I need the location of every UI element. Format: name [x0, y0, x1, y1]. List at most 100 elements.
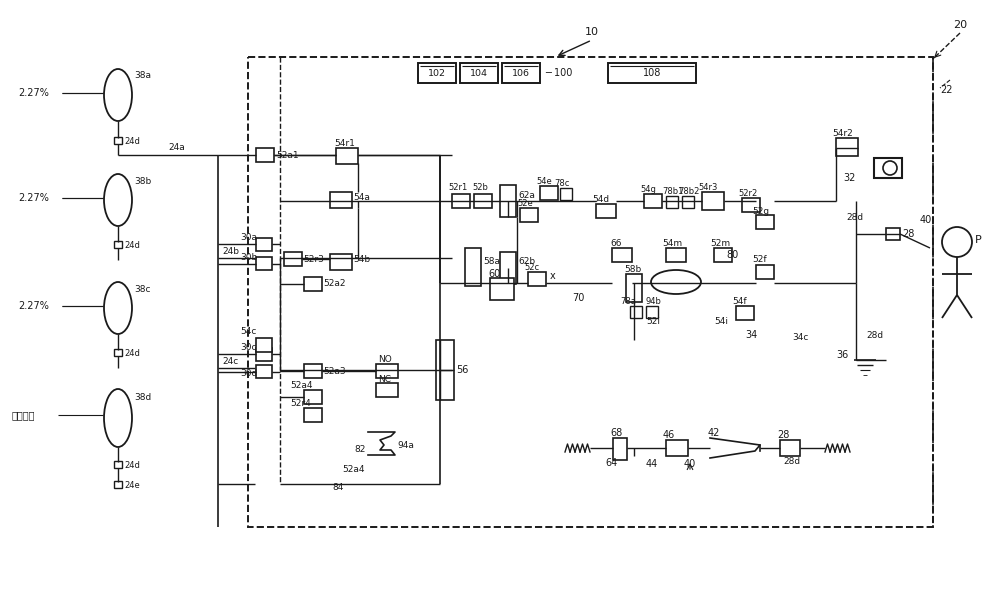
- Text: 108: 108: [643, 68, 661, 78]
- Text: 58b: 58b: [624, 265, 641, 274]
- Text: 24d: 24d: [124, 240, 140, 249]
- Text: 40: 40: [920, 215, 932, 225]
- Text: 28: 28: [902, 229, 914, 239]
- Text: 54r1: 54r1: [334, 138, 355, 147]
- Bar: [436, 340, 454, 400]
- Text: 24d: 24d: [124, 349, 140, 358]
- Text: 30b: 30b: [240, 252, 257, 262]
- Text: 34c: 34c: [792, 333, 808, 342]
- Text: 38c: 38c: [134, 284, 150, 294]
- Text: 44: 44: [646, 459, 658, 469]
- Text: 58a: 58a: [483, 257, 500, 266]
- Text: 52a1: 52a1: [276, 150, 299, 159]
- Bar: [114, 349, 122, 356]
- Circle shape: [942, 227, 972, 257]
- Text: 54d: 54d: [592, 194, 609, 204]
- Text: 28d: 28d: [783, 457, 800, 466]
- Text: 104: 104: [470, 68, 488, 77]
- Text: 106: 106: [512, 68, 530, 77]
- Text: 24d: 24d: [124, 137, 140, 146]
- Text: 52i: 52i: [646, 318, 660, 327]
- Ellipse shape: [104, 282, 132, 334]
- Text: 40: 40: [684, 459, 696, 469]
- Text: 52r2: 52r2: [738, 188, 757, 198]
- Text: 54g: 54g: [640, 185, 656, 194]
- Text: 54r2: 54r2: [832, 129, 853, 138]
- Text: 62b: 62b: [518, 257, 535, 266]
- Ellipse shape: [651, 270, 701, 294]
- Bar: [248, 57, 933, 527]
- Text: 30d: 30d: [240, 368, 257, 378]
- Bar: [465, 248, 481, 286]
- Text: 54i: 54i: [714, 318, 728, 327]
- Bar: [646, 306, 658, 318]
- Text: 66: 66: [610, 240, 622, 248]
- Text: 30a: 30a: [240, 234, 257, 242]
- Text: 52m: 52m: [710, 240, 730, 248]
- Text: 64: 64: [605, 458, 617, 468]
- Bar: [874, 158, 902, 178]
- Text: 52a4: 52a4: [290, 381, 312, 390]
- Text: 78a: 78a: [620, 297, 636, 306]
- Text: 52f: 52f: [752, 255, 767, 265]
- Text: 52b: 52b: [472, 184, 488, 193]
- Bar: [304, 408, 322, 422]
- Bar: [114, 481, 122, 488]
- Bar: [256, 348, 272, 361]
- Text: 54a: 54a: [353, 193, 370, 202]
- Text: 70: 70: [572, 293, 584, 303]
- Ellipse shape: [104, 69, 132, 121]
- Text: 78b2: 78b2: [678, 187, 699, 196]
- Bar: [256, 338, 272, 352]
- Bar: [376, 364, 398, 378]
- Bar: [452, 194, 470, 208]
- Bar: [608, 63, 696, 83]
- Text: 38b: 38b: [134, 176, 151, 185]
- Bar: [304, 390, 322, 404]
- Bar: [114, 137, 122, 144]
- Bar: [114, 241, 122, 248]
- Text: 102: 102: [428, 68, 446, 77]
- Text: 52r1: 52r1: [448, 184, 467, 193]
- Text: 34: 34: [745, 330, 757, 340]
- Text: 52r4: 52r4: [290, 399, 311, 408]
- Circle shape: [883, 161, 897, 175]
- Text: 28: 28: [777, 430, 789, 440]
- Text: x: x: [550, 271, 556, 281]
- Text: 24c: 24c: [222, 356, 238, 365]
- Text: 94b: 94b: [646, 297, 662, 306]
- Text: 56: 56: [456, 365, 468, 375]
- Bar: [502, 63, 540, 83]
- Text: 52a2: 52a2: [323, 280, 346, 289]
- Text: 20: 20: [953, 20, 967, 30]
- Bar: [460, 63, 498, 83]
- Bar: [330, 192, 352, 208]
- Text: P: P: [975, 235, 982, 245]
- Text: 60: 60: [488, 269, 500, 279]
- Bar: [304, 277, 322, 291]
- Bar: [630, 306, 642, 318]
- Text: 38d: 38d: [134, 393, 151, 402]
- Bar: [666, 196, 678, 208]
- Bar: [474, 194, 492, 208]
- Text: 30c: 30c: [240, 344, 256, 353]
- Text: 2.27%: 2.27%: [18, 193, 49, 203]
- Text: 46: 46: [663, 430, 675, 440]
- Bar: [256, 238, 272, 251]
- Bar: [836, 138, 858, 156]
- Text: NO: NO: [378, 355, 392, 364]
- Text: 54b: 54b: [353, 254, 370, 263]
- Text: 80: 80: [726, 250, 738, 260]
- Text: 52g: 52g: [752, 207, 769, 216]
- Text: 52e: 52e: [517, 199, 533, 208]
- Text: 22: 22: [940, 85, 952, 95]
- Bar: [613, 438, 627, 460]
- Text: 84: 84: [332, 483, 343, 492]
- Text: 24b: 24b: [222, 246, 239, 255]
- Text: 10: 10: [585, 27, 599, 37]
- Text: 42: 42: [708, 428, 720, 438]
- Bar: [644, 194, 662, 208]
- Ellipse shape: [104, 389, 132, 447]
- Bar: [714, 248, 732, 262]
- Bar: [376, 383, 398, 397]
